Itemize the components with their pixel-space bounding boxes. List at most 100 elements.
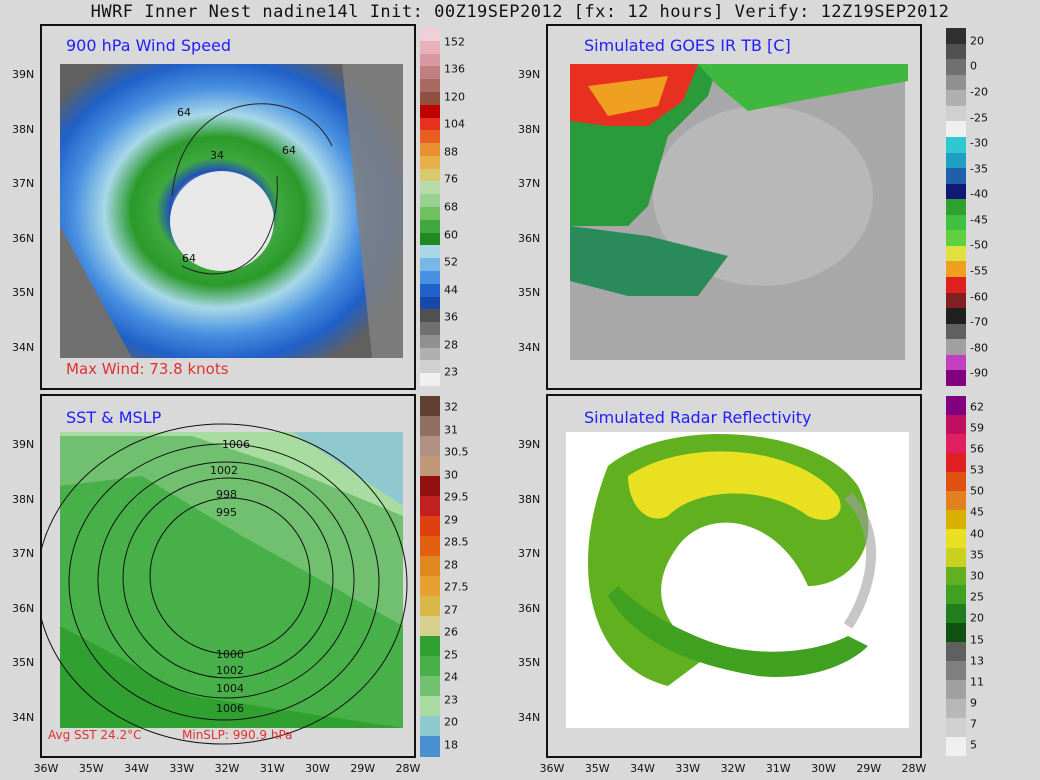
colorbar-swatch bbox=[420, 536, 440, 557]
colorbar-swatch bbox=[946, 623, 966, 643]
colorbar-label: 25 bbox=[444, 648, 458, 662]
colorbar-label: 25 bbox=[970, 590, 984, 604]
colorbar-swatch bbox=[420, 716, 440, 737]
colorbar-label: -50 bbox=[970, 238, 988, 252]
colorbar-swatch bbox=[420, 28, 440, 42]
isobar bbox=[42, 423, 408, 745]
colorbar-swatch bbox=[420, 270, 440, 285]
lat-tick-label: 37N bbox=[518, 177, 541, 190]
radar-spiral-band bbox=[608, 586, 868, 677]
sst-mslp-panel: 1006 1002 998 995 1000 1002 1004 1006 SS… bbox=[40, 394, 416, 758]
colorbar-swatch bbox=[420, 155, 440, 170]
colorbar-swatch bbox=[420, 736, 440, 757]
sst-band-26 bbox=[60, 626, 403, 728]
colorbar-swatch bbox=[420, 66, 440, 80]
colorbar-label: 35 bbox=[970, 548, 984, 562]
colorbar-swatch bbox=[420, 296, 440, 310]
eye-region bbox=[170, 171, 274, 271]
colorbar-label: 24 bbox=[444, 670, 458, 684]
colorbar-swatch bbox=[420, 656, 440, 677]
isobar bbox=[149, 497, 311, 655]
colorbar-swatch bbox=[420, 676, 440, 697]
colorbar-swatch bbox=[420, 181, 440, 195]
max-wind-annotation: Max Wind: 73.8 knots bbox=[66, 360, 229, 378]
colorbar-swatch bbox=[946, 323, 966, 340]
goes-ir-map bbox=[570, 64, 908, 360]
isobar-label: 1006 bbox=[216, 702, 244, 715]
colorbar-label: 30 bbox=[970, 569, 984, 583]
colorbar-swatch bbox=[946, 642, 966, 662]
colorbar-swatch bbox=[420, 322, 440, 336]
isobar-label: 995 bbox=[216, 506, 237, 519]
weak-wind-area-east bbox=[342, 64, 403, 358]
colorbar-swatch bbox=[946, 183, 966, 200]
lon-tick-label: 35W bbox=[78, 762, 104, 775]
isobar bbox=[122, 477, 334, 679]
colorbar-swatch bbox=[420, 516, 440, 537]
panel-title: 900 hPa Wind Speed bbox=[66, 36, 232, 55]
lat-tick-label: 34N bbox=[12, 710, 35, 724]
isobar-label: 998 bbox=[216, 488, 237, 501]
lat-tick-label: 37N bbox=[518, 547, 541, 560]
colorbar-label: 29.5 bbox=[444, 490, 469, 504]
colorbar-label: -25 bbox=[970, 111, 988, 124]
weak-wind-area bbox=[60, 226, 132, 358]
colorbar-label: 28 bbox=[444, 338, 458, 352]
wind-speed-panel: 64 34 64 64 900 hPa Wind Speed Max Wind:… bbox=[40, 24, 416, 390]
lon-tick-label: 30W bbox=[305, 762, 330, 775]
light-rain bbox=[843, 492, 876, 629]
colorbar-label: -90 bbox=[970, 366, 988, 380]
colorbar-swatch bbox=[946, 168, 966, 185]
colorbar-swatch bbox=[946, 339, 966, 356]
lat-tick-label: 36N bbox=[518, 231, 541, 245]
lon-tick-label: 36W bbox=[33, 762, 59, 775]
lat-tick-label: 36N bbox=[518, 601, 541, 615]
contour-label: 64 bbox=[177, 106, 191, 119]
colorbar-label: 45 bbox=[970, 505, 984, 519]
colorbar-swatch bbox=[946, 433, 966, 454]
isobar-label: 1002 bbox=[210, 464, 238, 477]
colorbar-swatch bbox=[946, 292, 966, 309]
colorbar-label: 32 bbox=[444, 400, 458, 414]
colorbar-swatch bbox=[420, 436, 440, 457]
isobar bbox=[68, 443, 380, 721]
panel-title: Simulated Radar Reflectivity bbox=[584, 408, 812, 427]
colorbar-label: 76 bbox=[444, 172, 458, 186]
colorbar-swatch bbox=[946, 90, 966, 107]
colorbar-swatch bbox=[946, 566, 966, 586]
lon-tick-label: 32W bbox=[214, 762, 240, 775]
colorbar-label: 59 bbox=[970, 421, 984, 435]
colorbar-swatch bbox=[946, 308, 966, 325]
lat-tick-label: 39N bbox=[12, 68, 35, 81]
colorbar-swatch bbox=[420, 416, 440, 437]
colorbar-label: 29 bbox=[444, 513, 458, 527]
colorbar-label: 20 bbox=[970, 34, 984, 48]
colorbar-swatch bbox=[420, 245, 440, 259]
colorbar-label: 56 bbox=[970, 442, 984, 456]
colorbar-swatch bbox=[946, 528, 966, 549]
lat-tick-label: 39N bbox=[12, 438, 35, 451]
colorbar-swatch bbox=[420, 258, 440, 272]
isobar-label: 1006 bbox=[222, 438, 250, 451]
lat-tick-label: 35N bbox=[12, 656, 35, 669]
lon-tick-label: 30W bbox=[811, 762, 836, 775]
colorbar-swatch bbox=[946, 354, 966, 371]
colorbar-swatch bbox=[420, 53, 440, 67]
lat-tick-label: 38N bbox=[518, 492, 541, 506]
colorbar-swatch bbox=[946, 214, 966, 231]
colorbar-swatch bbox=[946, 199, 966, 216]
colorbar-label: 62 bbox=[970, 400, 984, 414]
colorbar-swatch bbox=[420, 40, 440, 55]
colorbar-swatch bbox=[946, 490, 966, 511]
colorbar-swatch bbox=[946, 105, 966, 122]
colorbar-swatch bbox=[946, 699, 966, 719]
colorbar-swatch bbox=[420, 334, 440, 349]
colorbar-swatch bbox=[420, 456, 440, 477]
colorbar-swatch bbox=[420, 309, 440, 323]
isobar-label: 1004 bbox=[216, 682, 244, 695]
colorbar-swatch bbox=[420, 207, 440, 221]
colorbar-swatch bbox=[420, 476, 440, 497]
colorbar-swatch bbox=[946, 452, 966, 473]
radar-map bbox=[566, 432, 909, 728]
ir-cloud-swirl bbox=[653, 106, 873, 286]
